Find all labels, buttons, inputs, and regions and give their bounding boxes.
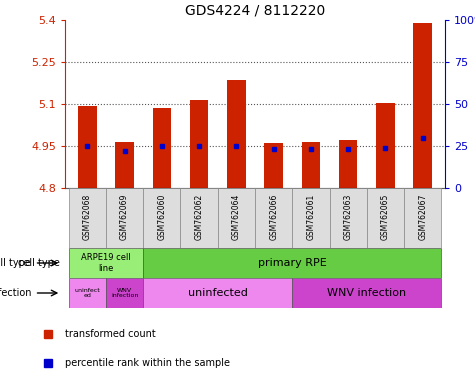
Text: GSM762061: GSM762061 [306,194,315,240]
Text: GSM762062: GSM762062 [195,194,204,240]
Bar [69,188,106,248]
Bar [78,106,97,188]
Bar [218,188,255,248]
Text: GSM762060: GSM762060 [157,194,166,240]
Bar [152,108,171,188]
Bar [180,188,218,248]
Text: percentile rank within the sample: percentile rank within the sample [65,358,229,368]
Bar [292,188,330,248]
Text: infection: infection [0,288,31,298]
Bar [339,140,358,188]
Bar [376,103,395,188]
Text: ARPE19 cell
line: ARPE19 cell line [81,253,131,273]
Bar [106,278,143,308]
Text: transformed count: transformed count [65,329,155,339]
Bar [143,188,180,248]
Text: GSM762063: GSM762063 [343,194,352,240]
Text: uninfect
ed: uninfect ed [75,288,100,298]
Bar [404,188,441,248]
Text: primary RPE: primary RPE [258,258,327,268]
Bar [302,142,320,188]
Bar [69,248,143,278]
Bar [367,188,404,248]
Text: GSM762069: GSM762069 [120,194,129,240]
Text: WNV infection: WNV infection [327,288,406,298]
Bar [143,248,441,278]
Text: GSM762066: GSM762066 [269,194,278,240]
Text: uninfected: uninfected [188,288,247,298]
Bar [413,23,432,188]
Bar [143,278,292,308]
Bar [106,188,143,248]
Bar [330,188,367,248]
Bar [190,100,209,188]
Text: cell type: cell type [0,258,31,268]
Bar [115,142,134,188]
Text: WNV
infection: WNV infection [111,288,138,298]
Bar [292,278,441,308]
Bar [227,80,246,188]
Text: cell type: cell type [19,258,60,268]
Bar [255,188,292,248]
Title: GDS4224 / 8112220: GDS4224 / 8112220 [185,3,325,17]
Text: GSM762065: GSM762065 [381,194,390,240]
Bar [264,142,283,188]
Text: GSM762064: GSM762064 [232,194,241,240]
Text: GSM762067: GSM762067 [418,194,427,240]
Bar [69,278,106,308]
Text: GSM762068: GSM762068 [83,194,92,240]
